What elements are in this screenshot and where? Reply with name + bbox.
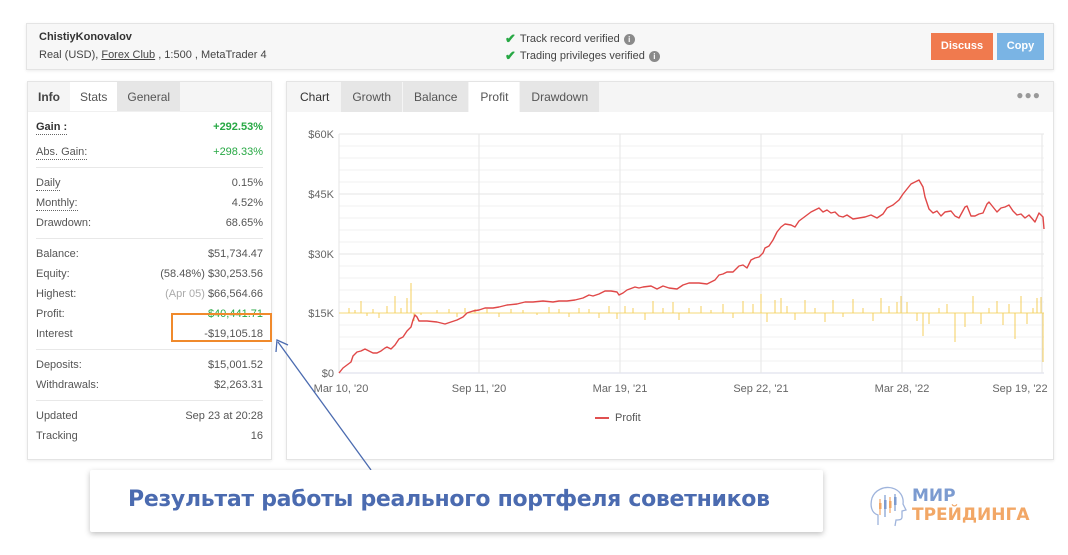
- stat-label[interactable]: Monthly:: [36, 197, 78, 211]
- svg-text:$45K: $45K: [308, 189, 334, 201]
- stat-label: Updated: [36, 410, 78, 422]
- tab-stats[interactable]: Stats: [70, 82, 118, 111]
- account-header: ChistiyKonovalov Real (USD), Forex Club …: [26, 23, 1054, 70]
- tab-info[interactable]: Info: [38, 90, 60, 104]
- legend-label: Profit: [615, 412, 641, 424]
- stat-label[interactable]: Abs. Gain:: [36, 146, 88, 160]
- track-record-verified: ✔ Track record verified i: [505, 31, 635, 47]
- copy-button[interactable]: Copy: [997, 33, 1044, 60]
- broker-link[interactable]: Forex Club: [101, 49, 156, 61]
- chart-legend[interactable]: Profit: [595, 412, 641, 424]
- leverage-platform: , 1:500 , MetaTrader 4: [155, 49, 267, 61]
- svg-text:Mar 10, '20: Mar 10, '20: [314, 383, 369, 395]
- stat-value: 0.15%: [231, 177, 263, 189]
- stat-value: 16: [250, 430, 263, 442]
- info-icon[interactable]: i: [648, 50, 660, 62]
- stat-value: (58.48%) $30,253.56: [160, 268, 263, 280]
- account-type: Real (USD),: [39, 49, 102, 61]
- verification-label: Track record verified: [519, 33, 620, 45]
- stat-tracking: Tracking 16: [36, 426, 263, 446]
- stat-value: $15,001.52: [207, 359, 263, 371]
- stat-label: Tracking: [36, 430, 78, 442]
- stat-label: Deposits:: [36, 359, 82, 371]
- stat-withdrawals: Withdrawals: $2,263.31: [36, 375, 263, 395]
- svg-text:$60K: $60K: [308, 129, 334, 141]
- tab-growth[interactable]: Growth: [341, 82, 404, 112]
- check-icon: ✔: [505, 31, 516, 46]
- stat-value: 68.65%: [225, 217, 263, 229]
- tab-general[interactable]: General: [117, 82, 181, 111]
- stat-daily: Daily 0.15%: [36, 173, 263, 193]
- chart-tabs: Chart Growth Balance Profit Drawdown: [287, 82, 1053, 112]
- svg-text:Sep 19, '22: Sep 19, '22: [992, 383, 1047, 395]
- stat-value: +292.53%: [213, 121, 263, 133]
- stat-label: Profit:: [36, 308, 65, 320]
- stat-interest: Interest -$19,105.18: [36, 324, 263, 344]
- more-dots-icon[interactable]: ●●●: [1016, 88, 1041, 102]
- stat-abs-gain: Abs. Gain: +298.33%: [36, 142, 263, 162]
- stats-list: Gain : +292.53% Abs. Gain: +298.33% Dail…: [28, 117, 271, 446]
- stat-value: 4.52%: [231, 197, 263, 209]
- discuss-button[interactable]: Discuss: [931, 33, 993, 60]
- tab-balance[interactable]: Balance: [403, 82, 470, 112]
- svg-text:Mar 28, '22: Mar 28, '22: [875, 383, 930, 395]
- logo-text-top: МИР: [912, 486, 956, 506]
- mir-treidinga-logo: МИР ТРЕЙДИНГА: [868, 485, 1038, 530]
- tab-drawdown[interactable]: Drawdown: [520, 82, 601, 112]
- stat-value: +298.33%: [213, 146, 263, 158]
- stat-value: (Apr 05) $66,564.66: [165, 288, 263, 300]
- stat-label: Withdrawals:: [36, 379, 99, 391]
- svg-text:$0: $0: [322, 368, 334, 380]
- stat-label[interactable]: Gain :: [36, 121, 68, 135]
- stat-label: Drawdown:: [36, 217, 92, 229]
- svg-text:Sep 11, '20: Sep 11, '20: [452, 383, 507, 395]
- minor-grid: [339, 145, 1044, 362]
- info-icon[interactable]: i: [623, 33, 635, 45]
- stat-equity: Equity: (58.48%) $30,253.56: [36, 264, 263, 284]
- tab-chart[interactable]: Chart: [289, 82, 342, 112]
- account-meta: Real (USD), Forex Club , 1:500 , MetaTra…: [39, 49, 267, 61]
- stat-label: Highest:: [36, 288, 77, 300]
- profit-highlight-box: [171, 313, 272, 342]
- stat-value: $2,263.31: [214, 379, 263, 391]
- stat-drawdown: Drawdown: 68.65%: [36, 213, 263, 233]
- caption-text: Результат работы реального портфеля сове…: [128, 487, 770, 512]
- logo-text-bottom: ТРЕЙДИНГА: [912, 505, 1030, 525]
- stat-monthly: Monthly: 4.52%: [36, 193, 263, 213]
- stat-updated: Updated Sep 23 at 20:28: [36, 406, 263, 426]
- svg-text:$30K: $30K: [308, 249, 334, 261]
- chart-panel: Chart Growth Balance Profit Drawdown ●●●: [286, 81, 1054, 460]
- daily-profit-bars: [339, 283, 1044, 362]
- stat-value: Sep 23 at 20:28: [185, 410, 263, 422]
- profit-line: [338, 179, 1045, 374]
- stat-label: Interest: [36, 328, 73, 340]
- stats-panel: Info Stats General Gain : +292.53% Abs. …: [27, 81, 272, 460]
- stat-value: -$19,105.18: [204, 328, 263, 340]
- stat-label[interactable]: Daily: [36, 177, 61, 191]
- stat-deposits: Deposits: $15,001.52: [36, 355, 263, 375]
- verification-label: Trading privileges verified: [519, 50, 645, 62]
- stat-gain: Gain : +292.53%: [36, 117, 263, 137]
- tab-profit[interactable]: Profit: [469, 82, 521, 112]
- svg-text:Sep 22, '21: Sep 22, '21: [733, 383, 788, 395]
- stat-value: $51,734.47: [207, 248, 263, 260]
- x-axis-labels: Mar 10, '20 Sep 11, '20 Mar 19, '21 Sep …: [314, 383, 1048, 395]
- stat-label: Balance:: [36, 248, 79, 260]
- stat-highest: Highest: (Apr 05) $66,564.66: [36, 284, 263, 304]
- profit-chart: $60K $45K $30K $15K $0 Mar 10, '20 Sep 1…: [308, 129, 1048, 395]
- stats-tabs: Info Stats General: [28, 82, 271, 112]
- y-axis-labels: $60K $45K $30K $15K $0: [308, 129, 334, 380]
- svg-text:Mar 19, '21: Mar 19, '21: [593, 383, 648, 395]
- legend-line-icon: [595, 417, 609, 419]
- trading-privileges-verified: ✔ Trading privileges verified i: [505, 48, 660, 64]
- svg-text:$15K: $15K: [308, 308, 334, 320]
- check-icon: ✔: [505, 48, 516, 63]
- stat-balance: Balance: $51,734.47: [36, 244, 263, 264]
- head-chart-icon: [870, 486, 907, 527]
- caption-banner: Результат работы реального портфеля сове…: [90, 470, 823, 532]
- stat-label: Equity:: [36, 268, 70, 280]
- account-name: ChistiyKonovalov: [39, 31, 132, 43]
